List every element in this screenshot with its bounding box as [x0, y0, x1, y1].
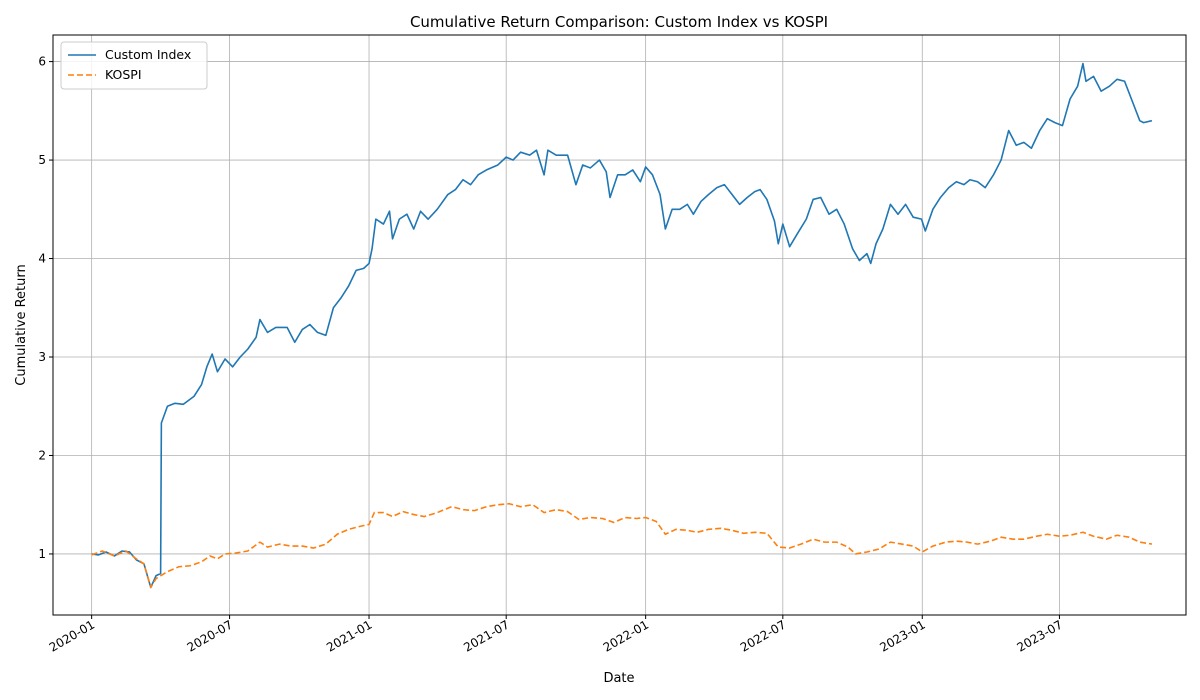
- x-tick-label: 2023-01: [877, 617, 927, 654]
- x-tick-label: 2020-07: [185, 617, 235, 654]
- y-tick-label: 2: [38, 448, 46, 462]
- x-tick-label: 2022-01: [601, 617, 651, 654]
- y-tick-label: 1: [38, 547, 46, 561]
- x-tick-label: 2021-01: [324, 617, 374, 654]
- y-tick-label: 3: [38, 350, 46, 364]
- x-axis-title: Date: [603, 671, 634, 686]
- x-axis: 2020-01 2020-07 2021-01 2021-07 2022-01 2022-…: [47, 615, 1065, 655]
- y-tick-label: 4: [38, 252, 46, 266]
- legend-box: [60, 41, 208, 90]
- x-tick-label: 2023-07: [1015, 617, 1065, 654]
- y-axis: 1 2 3 4 5 6: [38, 55, 53, 561]
- series-line-custom-index: [91, 62, 1153, 589]
- legend: Custom Index KOSPI: [60, 41, 208, 90]
- y-axis-title: Cumulative Return: [14, 264, 29, 385]
- legend-label-kospi: KOSPI: [105, 67, 142, 82]
- legend-label-custom-index: Custom Index: [105, 47, 191, 62]
- y-tick-label: 6: [38, 55, 46, 69]
- chart-title: Cumulative Return Comparison: Custom Ind…: [410, 13, 828, 31]
- x-tick-label: 2021-07: [461, 617, 511, 654]
- plot-frame: [52, 34, 1187, 616]
- x-tick-label: 2022-07: [738, 617, 788, 654]
- x-tick-label: 2020-01: [47, 617, 97, 654]
- series-line-kospi: [91, 502, 1153, 589]
- series-area: [91, 62, 1153, 589]
- grid: [53, 35, 1186, 615]
- y-tick-label: 5: [38, 153, 46, 167]
